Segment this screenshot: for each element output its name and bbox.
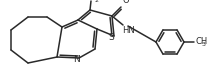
Text: 2: 2: [94, 0, 98, 2]
Text: HN: HN: [122, 26, 135, 35]
Text: 3: 3: [202, 41, 206, 46]
Text: N: N: [73, 56, 79, 65]
Text: S: S: [108, 33, 114, 41]
Text: O: O: [122, 0, 129, 5]
Text: CH: CH: [195, 38, 207, 46]
